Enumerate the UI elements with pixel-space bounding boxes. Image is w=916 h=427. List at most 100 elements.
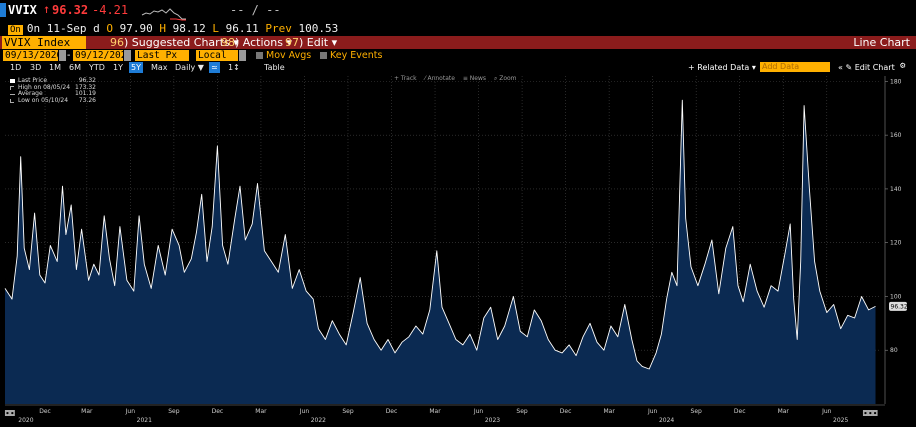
prev-value: 100.53 xyxy=(298,22,339,35)
track-button[interactable]: + Track xyxy=(394,75,417,82)
x-year-label: 2025 xyxy=(833,417,848,424)
range-row: 1D 3D 1M 6M YTD 1Y 5Y Max Daily ▼ ≃ 1↕ T… xyxy=(0,61,916,73)
menu-bar: VVIX Index 96) Suggested Charts ▾ 98) Ac… xyxy=(0,36,916,49)
edit-number: 97 xyxy=(285,36,299,49)
high-value: 98.12 xyxy=(172,22,206,35)
legend-value: 173.32 xyxy=(75,83,96,91)
key-events-label[interactable]: Key Events xyxy=(330,50,383,61)
legend-high-marker xyxy=(10,85,14,90)
x-tick-label: Sep xyxy=(168,408,180,415)
zoom-button[interactable]: ⌕ Zoom xyxy=(493,75,517,82)
end-date-input[interactable]: 09/12/2025 xyxy=(73,50,133,61)
open-label: O xyxy=(106,22,113,35)
legend: Last Price 96.32 High on 08/05/24 173.32 A… xyxy=(10,77,96,105)
table-button[interactable]: Table xyxy=(264,63,285,72)
legend-swatch xyxy=(10,79,15,83)
last-value-badge xyxy=(889,301,907,311)
x-tick-label: Sep xyxy=(691,408,703,415)
chart-mini-toolbar: + Track ⁄ Annotate ≡ News ⌕ Zoom xyxy=(394,75,523,83)
x-tick-label: Dec xyxy=(386,408,398,415)
low-label: L xyxy=(212,22,219,35)
quote-details: On 0n 11-Sep d O 97.90 H 98.12 L 96.11 Pr… xyxy=(8,22,338,35)
news-button[interactable]: ≡ News xyxy=(462,75,487,82)
suggested-charts-label: Suggested Charts xyxy=(131,36,230,49)
start-date-dropdown[interactable] xyxy=(59,50,66,61)
chart-view-label: Line Chart xyxy=(853,36,910,49)
x-year-label: 2024 xyxy=(659,417,674,424)
range-1d[interactable]: 1D xyxy=(10,63,22,72)
ticker-symbol[interactable]: VVIX xyxy=(8,3,37,17)
x-tick-label: Jun xyxy=(299,408,310,415)
last-price: 96.32 xyxy=(52,3,89,17)
x-tick-label: Mar xyxy=(603,408,615,415)
date-separator: - xyxy=(67,50,71,61)
add-data-input[interactable]: Add Data xyxy=(760,62,830,72)
bid-ask: -- / -- xyxy=(230,3,281,17)
actions-label: Actions xyxy=(242,36,283,49)
actions-number: 98 xyxy=(221,36,235,49)
vvix-line-chart[interactable]: 80 100 120 140 160 180 96.32 Dec Mar Jun Sep Dec Mar… xyxy=(0,74,916,427)
currency-dropdown[interactable] xyxy=(239,50,246,61)
legend-name: Low on 05/10/24 xyxy=(18,96,69,104)
y-tick-label: 100 xyxy=(890,293,902,300)
actions-menu[interactable]: 98) Actions ▾ xyxy=(221,36,293,49)
currency-select[interactable]: Local CCY xyxy=(196,50,238,72)
field-select[interactable]: Last Px xyxy=(135,50,189,61)
edit-label: Edit xyxy=(306,36,329,49)
area-fill xyxy=(5,100,876,404)
mov-avgs-label[interactable]: Mov Avgs xyxy=(266,50,312,61)
x-tick-label: Jun xyxy=(647,408,658,415)
on-badge: On xyxy=(8,25,23,35)
range-1y[interactable]: 1Y xyxy=(113,63,123,72)
low-value: 96.11 xyxy=(225,22,259,35)
range-5y[interactable]: 5Y xyxy=(129,62,143,73)
security-field[interactable]: VVIX Index xyxy=(2,36,86,49)
compare-icon[interactable]: 1↕ xyxy=(228,63,240,72)
x-year-label: 2023 xyxy=(485,417,500,424)
legend-low-marker xyxy=(10,98,14,103)
gear-icon[interactable]: ⚙ xyxy=(900,61,906,71)
x-tick-label: Dec xyxy=(734,408,746,415)
key-events-checkbox[interactable] xyxy=(320,52,327,59)
legend-value: 101.19 xyxy=(75,90,96,97)
x-tick-label: Jun xyxy=(473,408,484,415)
range-6m[interactable]: 6M xyxy=(69,63,81,72)
range-1m[interactable]: 1M xyxy=(49,63,61,72)
scroll-right-icons[interactable]: ◘◘◘ xyxy=(863,409,878,418)
range-max[interactable]: Max xyxy=(151,63,168,72)
legend-value: 96.32 xyxy=(78,77,96,84)
annotate-button[interactable]: ⁄ Annotate xyxy=(424,75,455,82)
related-data-button[interactable]: + Related Data ▾ xyxy=(688,63,756,72)
legend-value: 73.26 xyxy=(78,96,96,104)
y-tick-label: 160 xyxy=(890,132,902,139)
edit-menu[interactable]: 97) Edit ▾ xyxy=(285,36,338,49)
end-date-dropdown[interactable] xyxy=(124,50,131,61)
suggested-charts-menu[interactable]: 96) Suggested Charts ▾ xyxy=(110,36,239,49)
price-change: -4.21 xyxy=(92,3,129,17)
prev-label: Prev xyxy=(265,22,292,35)
legend-name: Average xyxy=(18,90,43,97)
scroll-left-icons[interactable]: ◘◘ xyxy=(5,409,15,418)
x-tick-label: Mar xyxy=(778,408,790,415)
x-tick-label: Jun xyxy=(821,408,832,415)
edit-chart-button[interactable]: « ✎ Edit Chart xyxy=(838,63,895,72)
x-tick-label: Mar xyxy=(255,408,267,415)
x-tick-label: Mar xyxy=(81,408,93,415)
x-year-label: 2021 xyxy=(137,417,152,424)
legend-average: Average 101.19 xyxy=(10,90,96,98)
legend-avg-marker xyxy=(10,94,15,98)
period-select[interactable]: Daily ▼ xyxy=(175,63,204,72)
controls-row: 09/13/2020 - 09/12/2025 Last Px Local CC… xyxy=(0,50,916,72)
legend-low: Low on 05/10/24 73.26 xyxy=(10,96,96,105)
x-tick-label: Dec xyxy=(560,408,572,415)
range-ytd[interactable]: YTD xyxy=(89,63,105,72)
range-3d[interactable]: 3D xyxy=(30,63,42,72)
x-year-label: 2022 xyxy=(311,417,326,424)
quote-header: VVIX ↑ 96.32 -4.21 -- / -- xyxy=(0,0,916,22)
x-tick-label: Dec xyxy=(212,408,224,415)
mov-avgs-checkbox[interactable] xyxy=(256,52,263,59)
legend-name: Last Price xyxy=(18,77,48,84)
start-date-input[interactable]: 09/13/2020 xyxy=(3,50,63,61)
chart-type-icon[interactable]: ≃ xyxy=(209,62,220,73)
x-tick-label: Sep xyxy=(342,408,354,415)
